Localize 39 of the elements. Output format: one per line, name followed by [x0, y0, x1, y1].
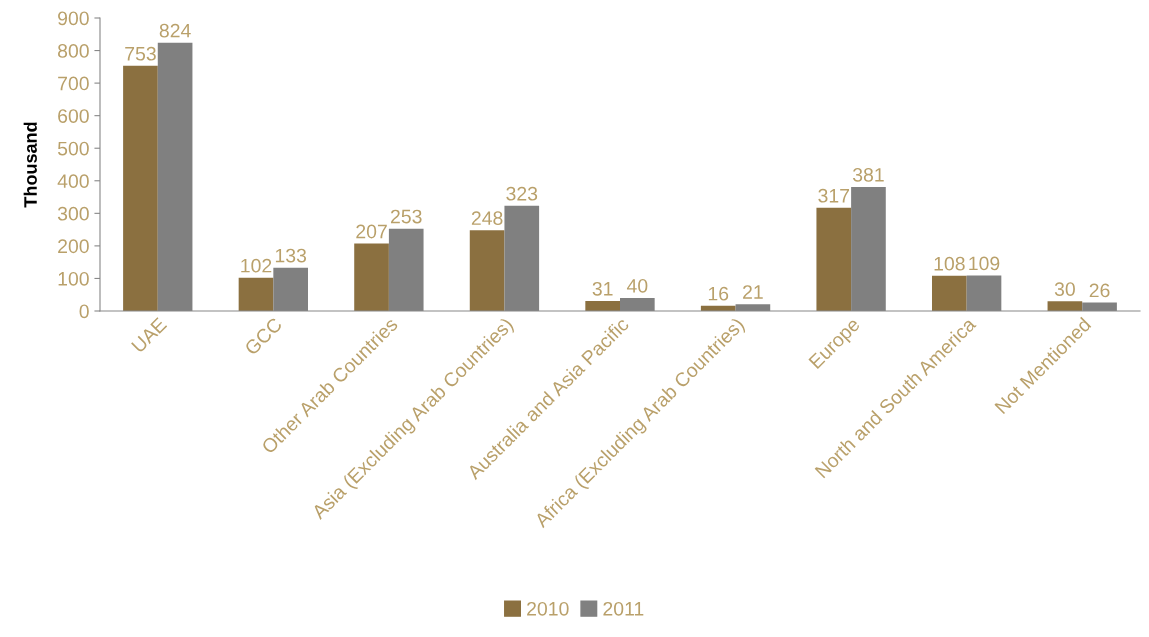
y-tick-label: 500: [57, 141, 89, 156]
y-tick-label: 700: [58, 76, 89, 91]
y-tick-label: 600: [58, 109, 89, 123]
y-tick-label: 400: [57, 174, 89, 189]
bar: [816, 207, 852, 311]
bar: [585, 300, 620, 311]
data-label: 102: [241, 258, 272, 273]
bar: [469, 230, 505, 311]
bar: [354, 243, 389, 311]
data-label: 207: [356, 224, 387, 239]
data-label: 26: [1089, 283, 1110, 298]
y-tick-label: 200: [58, 239, 89, 254]
data-label: 381: [852, 167, 884, 182]
data-label: 317: [818, 188, 850, 203]
data-label: 108: [934, 256, 965, 271]
y-tick-label: 800: [57, 44, 89, 58]
data-label: 248: [471, 211, 503, 226]
legend-label: 2010: [527, 601, 569, 616]
data-label: 133: [275, 248, 307, 263]
data-label: 253: [390, 209, 422, 224]
legend-label: 2011: [603, 601, 644, 616]
data-label: 16: [708, 286, 729, 301]
data-label: 21: [743, 285, 763, 299]
data-label: 40: [626, 278, 648, 293]
y-axis-title: Thousand: [23, 122, 37, 208]
bar: [1047, 301, 1083, 311]
data-label: 109: [969, 256, 1000, 271]
y-tick-label: 0: [79, 304, 89, 319]
bar: [123, 65, 158, 311]
y-tick-label: 300: [57, 206, 89, 221]
bar: [932, 275, 967, 311]
data-label: 31: [592, 281, 613, 296]
data-label: 753: [125, 46, 156, 61]
data-label: 323: [506, 186, 538, 201]
y-tick-label: 900: [58, 11, 89, 26]
data-label: 824: [159, 23, 191, 38]
bar: [238, 277, 274, 311]
y-tick-label: 100: [58, 271, 89, 286]
data-label: 30: [1054, 282, 1075, 296]
